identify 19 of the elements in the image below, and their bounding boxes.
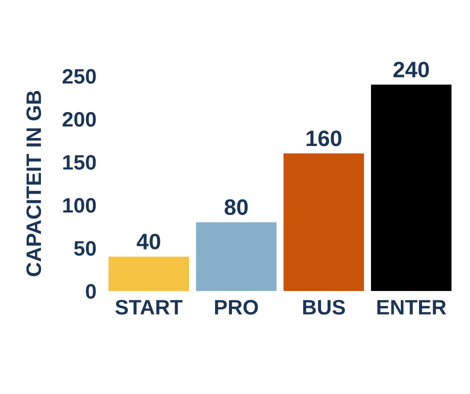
y-tick-label: 200 <box>62 112 96 127</box>
data-label: 80 <box>224 199 248 216</box>
data-label: 240 <box>393 62 429 78</box>
bar <box>108 256 189 291</box>
x-tick-label: BUS <box>303 300 345 315</box>
y-tick-label: 0 <box>86 284 96 299</box>
y-tick-label: 100 <box>63 198 96 213</box>
y-tick-label: 150 <box>63 155 96 170</box>
y-axis-title: CAPACITEIT IN GB <box>26 90 42 276</box>
x-tick-label: START <box>115 300 182 315</box>
bar <box>284 153 364 291</box>
y-tick-label: 250 <box>62 69 96 84</box>
y-tick-label: 50 <box>74 241 96 256</box>
bar <box>371 84 452 291</box>
x-tick-label: PRO <box>215 300 258 315</box>
bar <box>196 222 276 291</box>
data-label: 40 <box>136 234 160 250</box>
data-label: 160 <box>306 130 342 146</box>
x-tick-label: ENTER <box>377 300 446 314</box>
